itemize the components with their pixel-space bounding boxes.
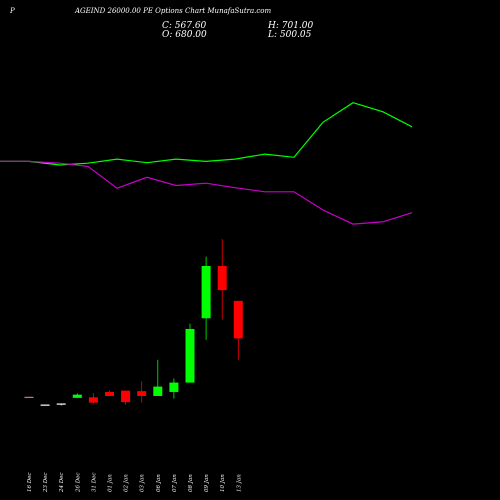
candle-body (40, 404, 50, 406)
x-tick-label: 08 Jan (188, 474, 194, 492)
chart-title: AGEIND 26000.00 PE Options Chart MunafaS… (74, 7, 272, 15)
x-tick-label: 07 Jan (172, 474, 178, 492)
low-value: L: 500.05 (267, 30, 312, 40)
x-tick-label: 03 Jan (140, 474, 146, 492)
candle (88, 393, 98, 404)
candle (24, 396, 34, 398)
candle-body (105, 391, 114, 396)
x-tick-label: 26 Dec (75, 473, 81, 494)
x-axis-tick-labels: 16 Dec 23 Dec 24 Dec 26 Dec 31 Dec 01 Jan 02 J… (27, 473, 242, 494)
candle-body (169, 382, 179, 392)
candle-body (24, 396, 34, 398)
candle (185, 323, 195, 383)
x-tick-label: 02 Jan (124, 474, 130, 492)
candle-body (233, 300, 243, 339)
x-tick-label: 23 Dec (43, 473, 49, 494)
candle (121, 390, 131, 405)
candle-body (153, 386, 163, 396)
open-value: O: 680.00 (162, 30, 207, 40)
candle-body (217, 266, 227, 291)
x-tick-label: 01 Jan (108, 474, 114, 492)
candle-body (72, 394, 82, 398)
x-tick-label: 13 Jan (236, 474, 242, 492)
x-tick-label: 06 Jan (156, 474, 162, 492)
candle (233, 300, 243, 360)
candle (137, 381, 147, 403)
x-tick-label: 24 Dec (59, 473, 65, 494)
candle (217, 239, 227, 320)
close-value: C: 567.60 (162, 21, 207, 31)
candle (153, 359, 163, 396)
candle (72, 393, 82, 399)
candle-body (185, 328, 195, 383)
candle-body (201, 266, 211, 319)
candle (169, 378, 179, 399)
indicator-line (0, 160, 413, 225)
candle-body (121, 390, 131, 403)
x-tick-label: 10 Jan (220, 474, 226, 492)
candle-body (137, 391, 147, 396)
indicator-lines (0, 102, 413, 225)
candle-body (88, 397, 98, 403)
candle-body (56, 403, 66, 405)
indicator-line (0, 102, 413, 166)
candle (105, 390, 114, 396)
x-tick-label: 09 Jan (204, 474, 210, 492)
candle (201, 256, 211, 340)
candle (56, 403, 66, 406)
x-tick-label: 16 Dec (27, 473, 33, 493)
candlestick-series (24, 239, 243, 406)
candle (40, 404, 50, 406)
x-tick-label: 31 Dec (91, 473, 97, 493)
high-value: H: 701.00 (267, 21, 314, 31)
chart-title-prefix: P (9, 7, 15, 15)
